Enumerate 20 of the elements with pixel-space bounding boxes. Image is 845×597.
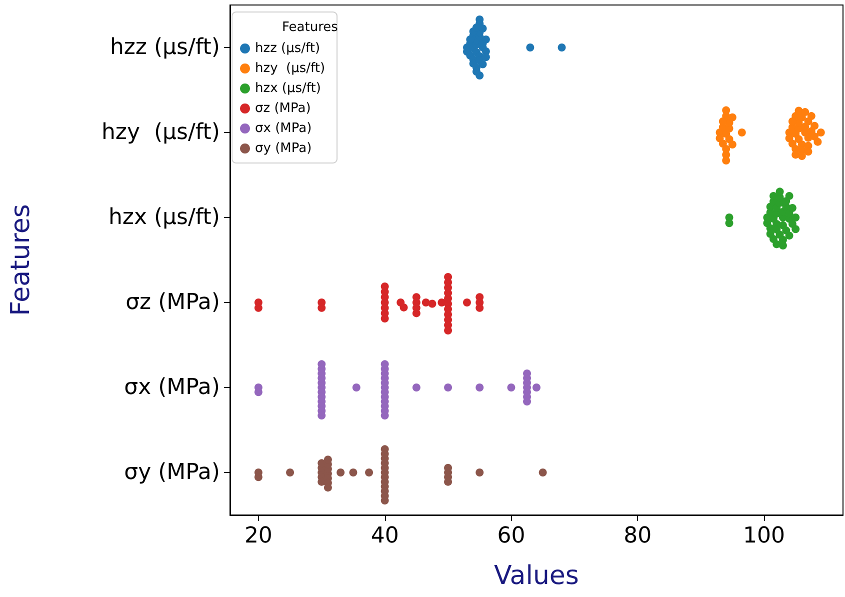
y-tick-label: σx (MPa) xyxy=(124,375,220,400)
legend-title: Features xyxy=(282,20,338,35)
x-tick-label: 60 xyxy=(497,524,526,548)
x-tick-label: 20 xyxy=(244,524,272,548)
legend-label: σx (MPa) xyxy=(255,121,312,136)
x-tick-label: 40 xyxy=(370,524,399,548)
y-tick-label: hzy (μs/ft) xyxy=(101,120,220,145)
legend-label: σz (MPa) xyxy=(255,101,311,116)
x-tick-label: 100 xyxy=(743,524,786,548)
x-axis-title: Values xyxy=(494,561,579,591)
legend-label: σy (MPa) xyxy=(255,141,312,156)
y-tick-label: hzx (μs/ft) xyxy=(108,205,220,230)
y-tick-label: hzz (μs/ft) xyxy=(110,35,220,60)
y-tick-label: σy (MPa) xyxy=(124,460,220,485)
y-tick-label: σz (MPa) xyxy=(126,290,220,315)
legend-label: hzx (μs/ft) xyxy=(255,81,321,96)
legend-label: hzy (μs/ft) xyxy=(255,61,326,76)
y-axis-title: Features xyxy=(6,204,36,316)
x-tick-label: 80 xyxy=(624,524,652,548)
legend-label: hzz (μs/ft) xyxy=(255,41,320,56)
